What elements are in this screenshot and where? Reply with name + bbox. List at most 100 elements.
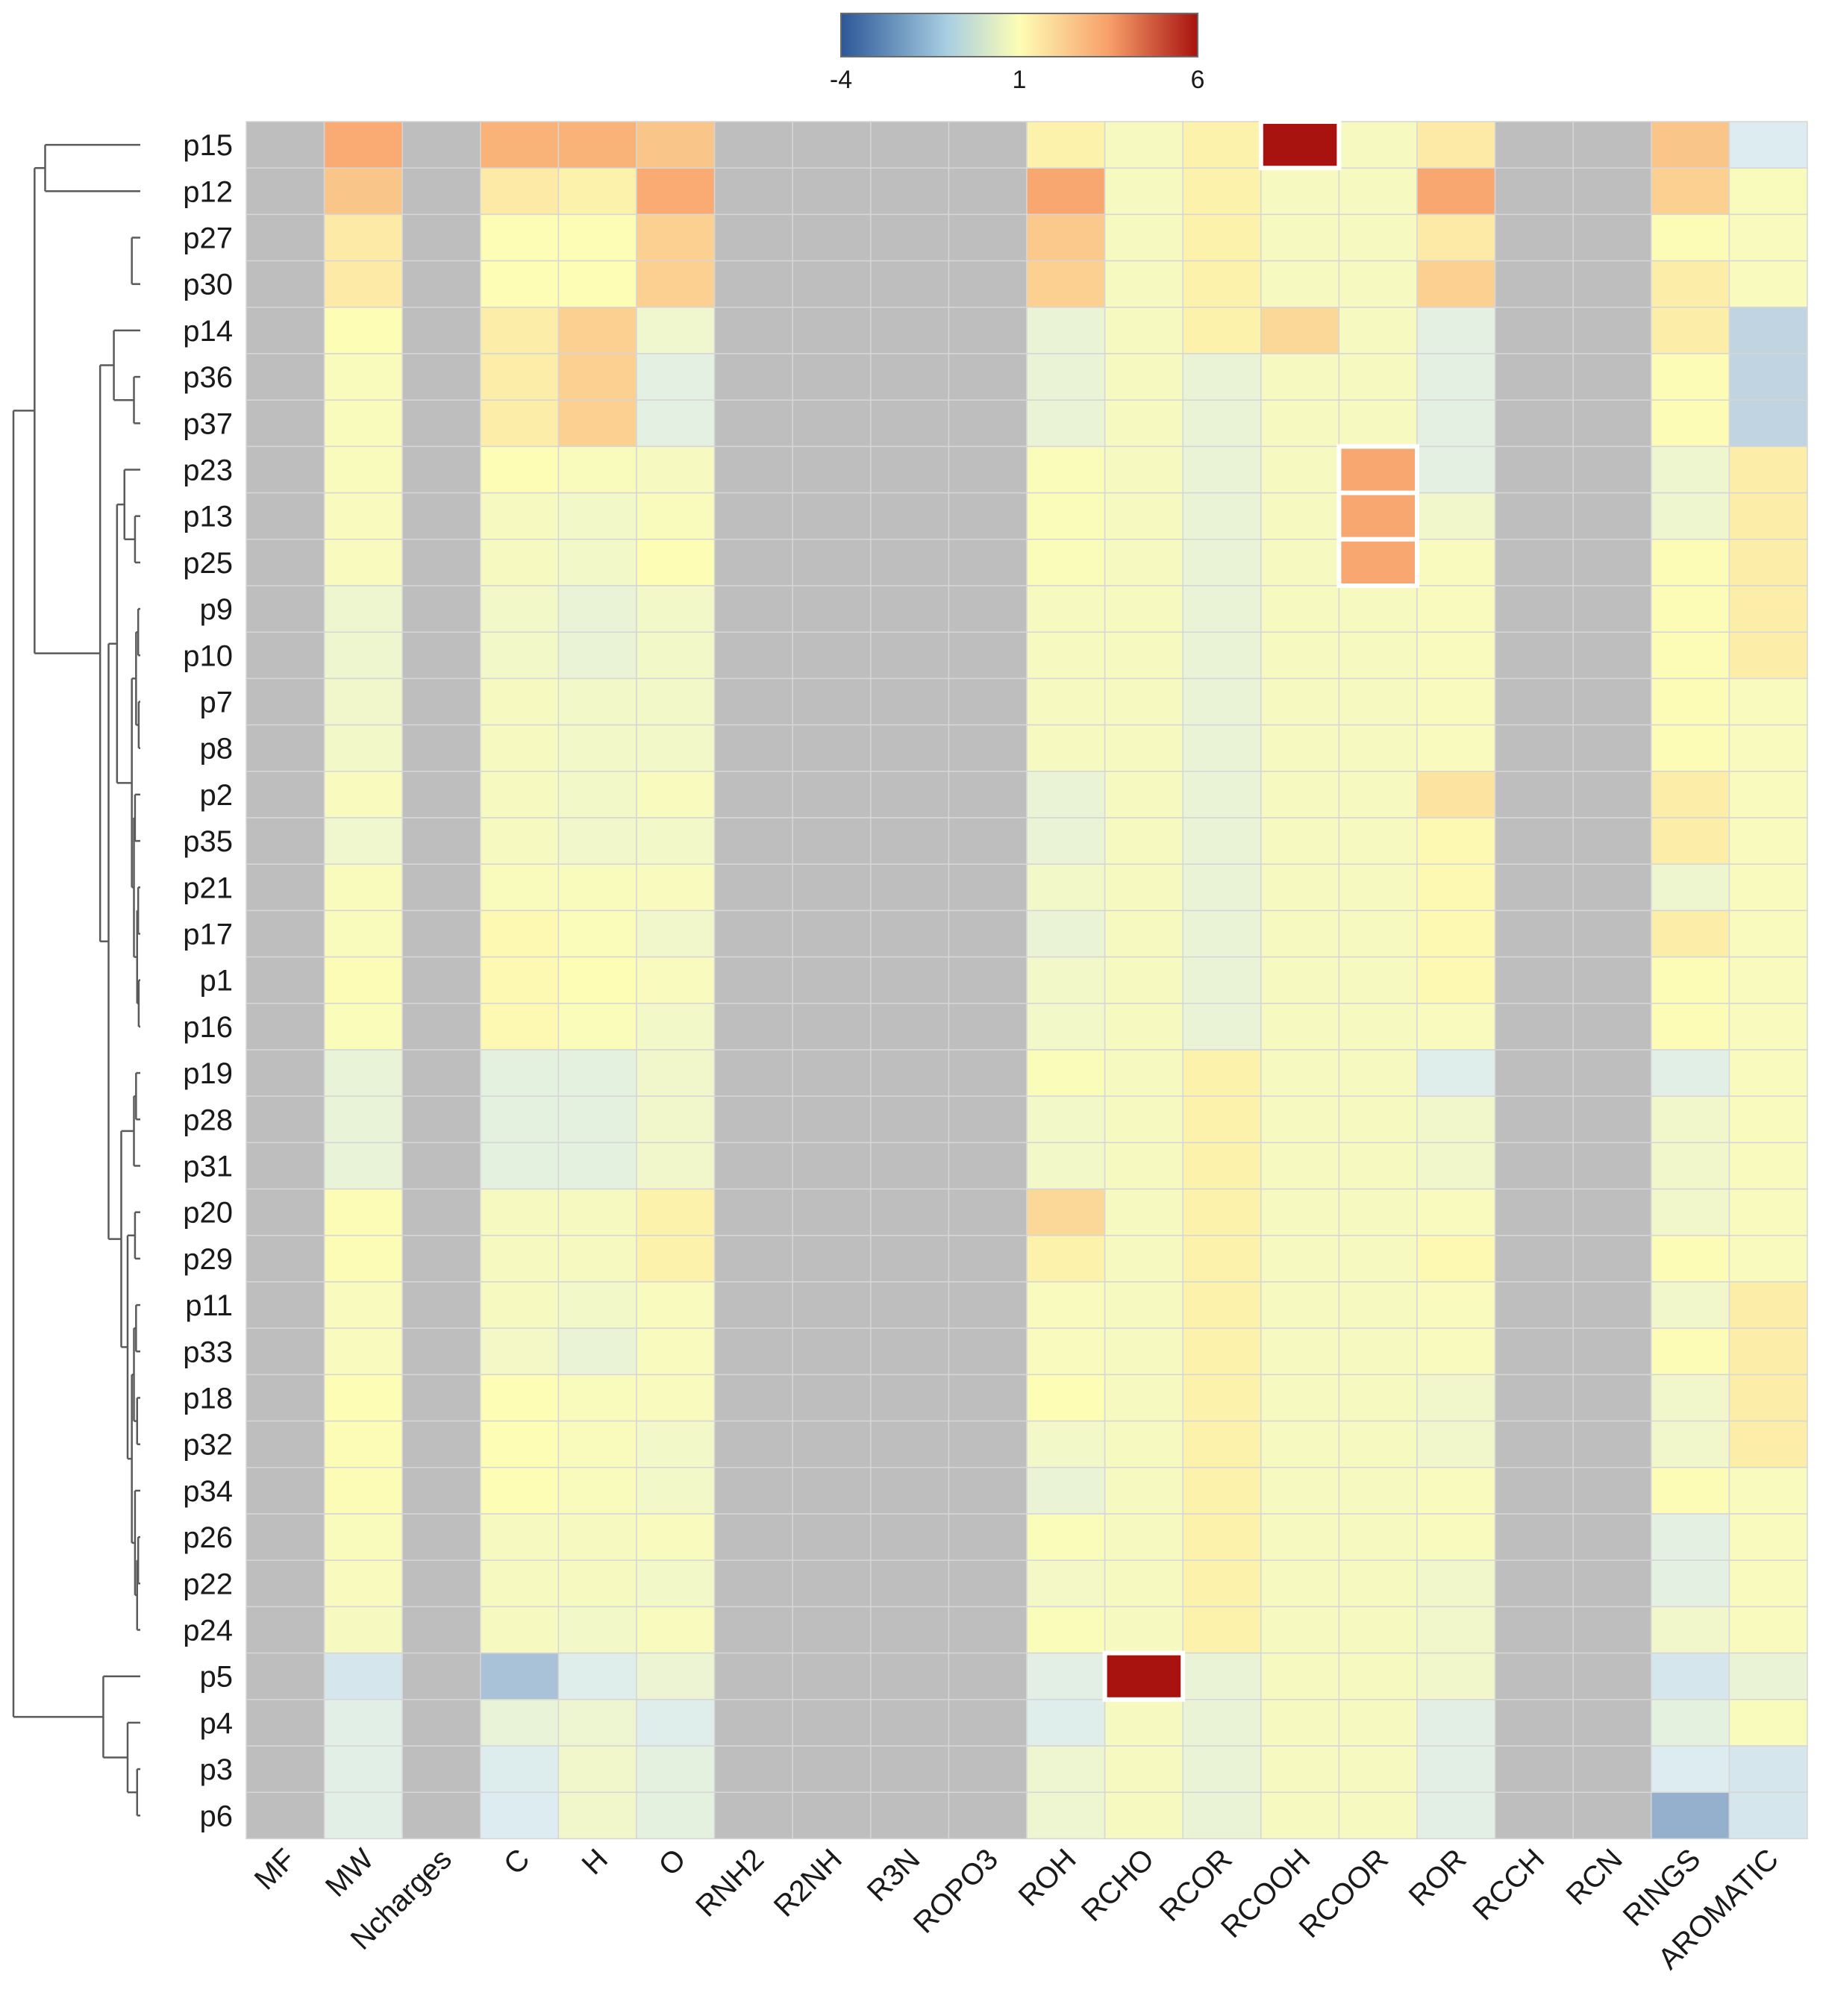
cell-p34-ROR xyxy=(1416,1467,1496,1515)
cell-p13-C xyxy=(480,492,560,540)
cell-p2-ROPO3 xyxy=(948,771,1028,818)
cell-p15-RCN xyxy=(1572,121,1652,169)
cell-p14-Ncharges xyxy=(401,307,481,354)
cell-p36-ROH xyxy=(1026,353,1106,401)
cell-p16-O xyxy=(636,1003,716,1051)
cell-p12-ROR xyxy=(1416,167,1496,216)
cell-p2-AROMATIC xyxy=(1728,771,1808,818)
cell-p4-RCN xyxy=(1572,1699,1652,1747)
cell-p2-RCCH xyxy=(1494,771,1574,818)
cell-p29-R3N xyxy=(870,1235,950,1283)
cell-p26-Ncharges xyxy=(401,1513,481,1561)
cell-p27-R3N xyxy=(870,213,950,262)
cell-p9-MW xyxy=(323,585,403,633)
cell-p13-RNH2 xyxy=(713,492,793,540)
cell-p6-RCHO xyxy=(1104,1791,1183,1840)
cell-p19-RCOOH xyxy=(1260,1049,1340,1097)
cell-p13-O xyxy=(636,492,716,540)
row-label-p9: p9 xyxy=(200,593,234,626)
cell-p31-O xyxy=(636,1142,716,1190)
cell-p18-MW xyxy=(323,1374,403,1422)
cell-p15-RCCH xyxy=(1494,121,1574,169)
cell-p28-Ncharges xyxy=(401,1095,481,1144)
cell-p9-C xyxy=(480,585,560,633)
cell-p2-H xyxy=(557,771,637,818)
cell-p14-RCHO xyxy=(1104,307,1183,354)
row-label-p12: p12 xyxy=(183,175,233,208)
row-label-p20: p20 xyxy=(183,1197,233,1230)
cell-p15-C xyxy=(480,121,560,169)
cell-p17-ROR xyxy=(1416,910,1496,958)
cell-p26-MW xyxy=(323,1513,403,1561)
cell-p1-RCHO xyxy=(1104,956,1183,1004)
cell-p23-ROPO3 xyxy=(948,445,1028,494)
cell-p34-RCOOR xyxy=(1338,1467,1418,1515)
cell-p5-RCCH xyxy=(1494,1652,1574,1700)
cell-p21-MF xyxy=(246,863,325,912)
cell-p9-RCOR xyxy=(1182,585,1262,633)
cell-p20-RCOR xyxy=(1182,1188,1262,1236)
cell-p23-C xyxy=(480,445,560,494)
cell-p7-RCN xyxy=(1572,677,1652,726)
cell-p35-R2NH xyxy=(792,817,872,865)
row-label-p28: p28 xyxy=(183,1104,233,1136)
row-label-p26: p26 xyxy=(183,1521,233,1554)
cell-p34-O xyxy=(636,1467,716,1515)
cell-p32-ROR xyxy=(1416,1420,1496,1468)
row-label-p21: p21 xyxy=(183,871,233,904)
cell-p29-RCHO xyxy=(1104,1235,1183,1283)
cell-p2-RNH2 xyxy=(713,771,793,818)
cell-p23-MW xyxy=(323,445,403,494)
cell-p24-RCOOR xyxy=(1338,1606,1418,1654)
cell-p23-R2NH xyxy=(792,445,872,494)
cell-p20-R3N xyxy=(870,1188,950,1236)
cell-p36-MW xyxy=(323,353,403,401)
cell-p23-H xyxy=(557,445,637,494)
cell-p26-ROR xyxy=(1416,1513,1496,1561)
cell-p36-RINGS xyxy=(1651,353,1730,401)
row-label-p30: p30 xyxy=(183,269,233,301)
cell-p11-RCCH xyxy=(1494,1281,1574,1329)
cell-p7-MW xyxy=(323,677,403,726)
cell-p13-RCHO xyxy=(1104,492,1183,540)
cell-p27-MF xyxy=(246,213,325,262)
cell-p27-RCOOR xyxy=(1338,213,1418,262)
cell-p1-O xyxy=(636,956,716,1004)
cell-p33-H xyxy=(557,1327,637,1376)
cell-p19-RINGS xyxy=(1651,1049,1730,1097)
cell-p36-RCCH xyxy=(1494,353,1574,401)
cell-p15-RCHO xyxy=(1104,121,1183,169)
cell-p20-ROPO3 xyxy=(948,1188,1028,1236)
cell-p12-ROH xyxy=(1026,167,1106,216)
cell-p1-R3N xyxy=(870,956,950,1004)
cell-p15-RNH2 xyxy=(713,121,793,169)
cell-p14-RCOOH xyxy=(1260,307,1340,354)
cell-p24-RCN xyxy=(1572,1606,1652,1654)
cell-p15-RCOR xyxy=(1182,121,1262,169)
cell-p36-Ncharges xyxy=(401,353,481,401)
row-label-p14: p14 xyxy=(183,315,233,348)
cell-p30-MF xyxy=(246,260,325,308)
cell-p15-MF xyxy=(246,121,325,169)
cell-p13-RCN xyxy=(1572,492,1652,540)
cell-p24-C xyxy=(480,1606,560,1654)
cell-p19-ROPO3 xyxy=(948,1049,1028,1097)
cell-p9-RCN xyxy=(1572,585,1652,633)
cell-p16-RCOOH xyxy=(1260,1003,1340,1051)
cell-p2-RCN xyxy=(1572,771,1652,818)
cell-p13-ROR xyxy=(1416,492,1496,540)
row-label-p35: p35 xyxy=(183,825,233,858)
cell-p30-RCCH xyxy=(1494,260,1574,308)
cell-p24-ROH xyxy=(1026,1606,1106,1654)
cell-p18-ROH xyxy=(1026,1374,1106,1422)
cell-p2-RCOOH xyxy=(1260,771,1340,818)
cell-p23-Ncharges xyxy=(401,445,481,494)
cell-p37-R3N xyxy=(870,399,950,448)
cell-p15-H xyxy=(557,121,637,169)
cell-p31-Ncharges xyxy=(401,1142,481,1190)
cell-p20-O xyxy=(636,1188,716,1236)
cell-p26-AROMATIC xyxy=(1728,1513,1808,1561)
cell-p32-RCCH xyxy=(1494,1420,1574,1468)
cell-p1-ROPO3 xyxy=(948,956,1028,1004)
cell-p26-O xyxy=(636,1513,716,1561)
